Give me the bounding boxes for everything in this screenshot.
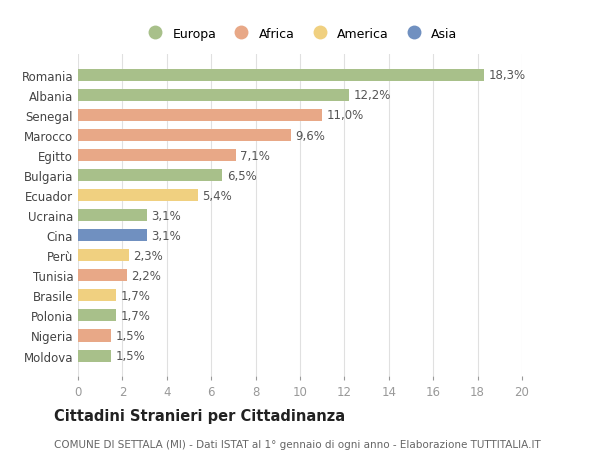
Text: 11,0%: 11,0% — [326, 109, 364, 122]
Bar — [78, 90, 349, 102]
Bar — [78, 170, 223, 182]
Text: 1,5%: 1,5% — [116, 329, 145, 342]
Bar — [78, 210, 147, 222]
Text: 9,6%: 9,6% — [296, 129, 325, 142]
Bar — [78, 70, 484, 82]
Text: 5,4%: 5,4% — [202, 189, 232, 202]
Text: 6,5%: 6,5% — [227, 169, 256, 182]
Text: 2,2%: 2,2% — [131, 269, 161, 282]
Bar — [78, 150, 236, 162]
Bar — [78, 350, 112, 362]
Text: 7,1%: 7,1% — [240, 149, 270, 162]
Text: 18,3%: 18,3% — [489, 69, 526, 82]
Bar — [78, 290, 116, 302]
Bar — [78, 270, 127, 282]
Text: 3,1%: 3,1% — [151, 209, 181, 222]
Bar — [78, 110, 322, 122]
Bar — [78, 310, 116, 322]
Text: Cittadini Stranieri per Cittadinanza: Cittadini Stranieri per Cittadinanza — [54, 408, 345, 423]
Text: 1,7%: 1,7% — [120, 289, 150, 302]
Bar — [78, 330, 112, 342]
Bar — [78, 130, 291, 142]
Bar — [78, 190, 198, 202]
Bar — [78, 250, 129, 262]
Text: 12,2%: 12,2% — [353, 89, 391, 102]
Legend: Europa, Africa, America, Asia: Europa, Africa, America, Asia — [137, 23, 463, 46]
Text: COMUNE DI SETTALA (MI) - Dati ISTAT al 1° gennaio di ogni anno - Elaborazione TU: COMUNE DI SETTALA (MI) - Dati ISTAT al 1… — [54, 440, 541, 449]
Bar — [78, 230, 147, 242]
Text: 1,5%: 1,5% — [116, 349, 145, 362]
Text: 3,1%: 3,1% — [151, 229, 181, 242]
Text: 1,7%: 1,7% — [120, 309, 150, 322]
Text: 2,3%: 2,3% — [133, 249, 163, 262]
